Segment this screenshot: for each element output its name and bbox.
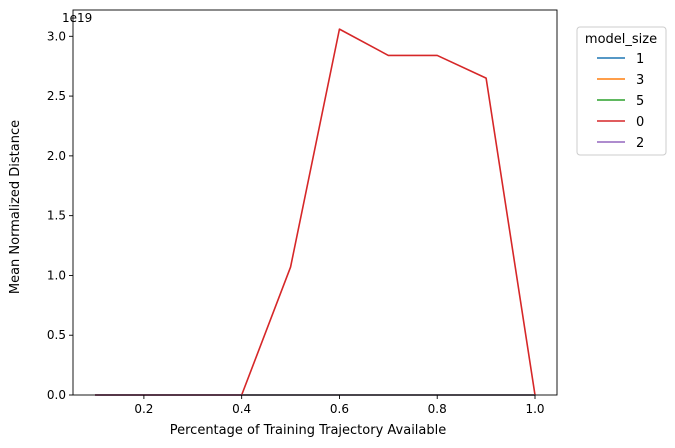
y-tick-label: 2.5 <box>47 89 66 103</box>
legend-label-0: 0 <box>636 115 644 130</box>
x-tick-label: 0.8 <box>428 402 447 416</box>
y-tick-label: 1.0 <box>47 268 66 282</box>
x-tick-label: 0.2 <box>134 402 153 416</box>
x-tick-label: 0.6 <box>330 402 349 416</box>
x-axis-ticks: 0.2 0.4 0.6 0.8 1.0 <box>134 395 545 416</box>
legend-title: model_size <box>585 32 657 47</box>
x-tick-label: 1.0 <box>525 402 544 416</box>
y-axis-label: Mean Normalized Distance <box>8 120 23 294</box>
y-axis-ticks: 0.0 0.5 1.0 1.5 2.0 2.5 3.0 <box>47 29 73 402</box>
y-tick-label: 0.5 <box>47 328 66 342</box>
series-line-0 <box>95 28 536 396</box>
series-lines <box>95 28 536 396</box>
x-tick-label: 0.4 <box>232 402 251 416</box>
legend-label-5: 5 <box>636 94 644 109</box>
plot-frame <box>72 9 558 396</box>
y-tick-label: 3.0 <box>47 29 66 43</box>
x-axis-label: Percentage of Training Trajectory Availa… <box>170 423 447 438</box>
legend: model_size 1 3 5 0 2 <box>576 26 667 156</box>
legend-label-2: 2 <box>636 136 644 151</box>
y-tick-label: 0.0 <box>47 388 66 402</box>
legend-items: 1 3 5 0 2 <box>597 52 644 151</box>
legend-label-3: 3 <box>636 73 644 88</box>
y-tick-label: 1.5 <box>47 209 66 223</box>
y-tick-label: 2.0 <box>47 149 66 163</box>
y-offset-label: 1e19 <box>62 11 92 25</box>
legend-label-1: 1 <box>636 52 644 67</box>
legend-box <box>576 26 667 156</box>
